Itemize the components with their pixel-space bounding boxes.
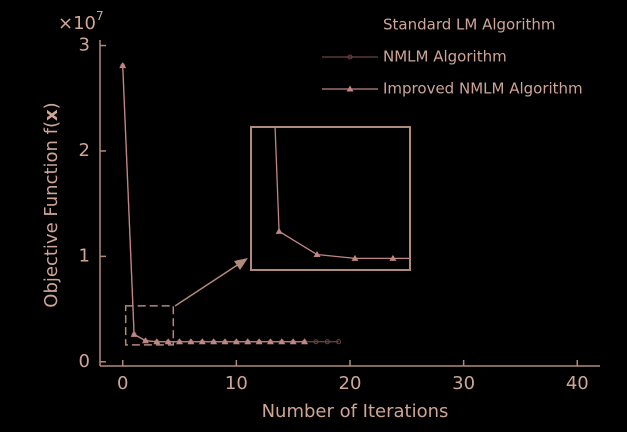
point bbox=[141, 337, 149, 344]
y-tick-label: 1 bbox=[79, 245, 90, 266]
point bbox=[389, 254, 397, 261]
point bbox=[346, 85, 354, 92]
x-tick-label: 0 bbox=[117, 373, 128, 394]
point bbox=[289, 338, 297, 345]
x-tick-label: 10 bbox=[225, 373, 248, 394]
point bbox=[427, 255, 434, 261]
point bbox=[503, 255, 510, 261]
y-tick-label: 2 bbox=[79, 140, 90, 161]
point bbox=[347, 54, 353, 60]
point bbox=[324, 339, 330, 345]
inset-frame bbox=[250, 126, 411, 271]
x-axis-label: Number of Iterations bbox=[262, 401, 449, 422]
y-label-text: ) bbox=[41, 102, 62, 109]
y-axis-label: Objective Function f(x) bbox=[41, 102, 62, 307]
point bbox=[153, 338, 161, 345]
point bbox=[210, 338, 218, 345]
point bbox=[130, 330, 138, 337]
point bbox=[198, 338, 206, 345]
legend-label: NMLM Algorithm bbox=[383, 48, 507, 66]
point bbox=[244, 338, 252, 345]
point bbox=[275, 227, 283, 234]
y-tick-label: 3 bbox=[79, 35, 90, 56]
point bbox=[336, 339, 342, 345]
inset-plot bbox=[274, 127, 624, 261]
point bbox=[351, 254, 359, 261]
multiplier-base: ×10 bbox=[58, 13, 96, 34]
point bbox=[301, 338, 309, 345]
point bbox=[187, 338, 195, 345]
point bbox=[164, 338, 172, 345]
point bbox=[278, 338, 286, 345]
zoom-arrow bbox=[174, 259, 246, 307]
point bbox=[465, 255, 472, 261]
point bbox=[176, 338, 184, 345]
y-multiplier: ×107 bbox=[58, 9, 104, 35]
point bbox=[221, 338, 229, 345]
x-tick-label: 20 bbox=[339, 373, 362, 394]
y-label-text: Objective Function f( bbox=[41, 121, 62, 308]
legend-label: Improved NMLM Algorithm bbox=[383, 80, 583, 98]
y-label-bold: x bbox=[41, 109, 62, 121]
point bbox=[579, 255, 586, 261]
point bbox=[541, 255, 548, 261]
point bbox=[119, 62, 127, 69]
series-line bbox=[274, 127, 410, 260]
y-tick-label: 0 bbox=[79, 351, 90, 372]
point bbox=[617, 255, 624, 261]
x-tick-label: 40 bbox=[566, 373, 589, 394]
legend-label: Standard LM Algorithm bbox=[383, 16, 556, 34]
point bbox=[255, 338, 263, 345]
zoom-box bbox=[124, 305, 175, 346]
x-tick-label: 30 bbox=[452, 373, 475, 394]
point bbox=[266, 338, 274, 345]
point bbox=[232, 338, 240, 345]
point bbox=[313, 251, 321, 258]
zoom-arrow-head bbox=[234, 258, 248, 270]
multiplier-exponent: 7 bbox=[96, 9, 104, 23]
point bbox=[313, 339, 319, 345]
